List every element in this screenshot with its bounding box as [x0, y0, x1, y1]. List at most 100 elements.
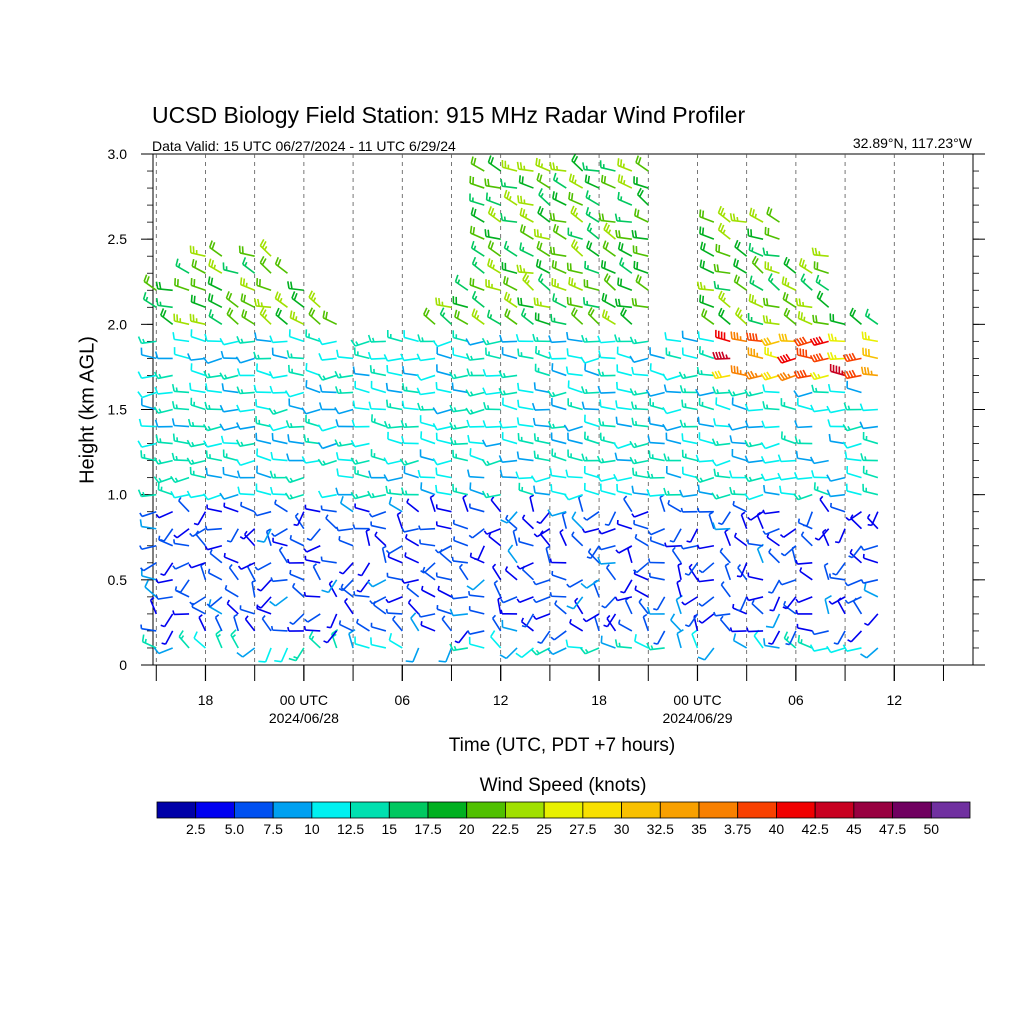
- wind-barb: [667, 499, 682, 513]
- wind-barb: [762, 247, 780, 257]
- wind-barb: [417, 334, 436, 343]
- wind-barb: [765, 613, 781, 629]
- wind-barb: [532, 596, 551, 604]
- wind-barb: [270, 625, 288, 632]
- colorbar-swatch: [388, 801, 429, 819]
- wind-barb: [452, 449, 469, 462]
- colorbar-swatch: [311, 801, 351, 819]
- wind-barb: [388, 496, 403, 513]
- wind-barb: [744, 370, 764, 380]
- wind-barb: [351, 419, 370, 428]
- wind-barb: [287, 626, 304, 632]
- wind-barb: [500, 178, 518, 189]
- wind-barb: [204, 525, 222, 531]
- wind-barb: [354, 466, 370, 479]
- wind-barb: [518, 175, 534, 189]
- wind-barb: [206, 596, 223, 608]
- wind-barb: [631, 230, 649, 240]
- colorbar-label: 40: [769, 821, 785, 837]
- wind-barb: [388, 633, 403, 649]
- wind-barb: [760, 455, 780, 464]
- wind-barb: [533, 450, 551, 462]
- wind-barb: [586, 222, 600, 240]
- wind-barb: [301, 456, 321, 464]
- wind-barb: [387, 552, 403, 564]
- wind-barb: [681, 466, 698, 479]
- wind-barb: [189, 382, 206, 394]
- wind-barb: [547, 509, 567, 517]
- wind-barb: [402, 383, 419, 394]
- wind-barb: [793, 369, 813, 379]
- wind-barb: [517, 399, 534, 411]
- wind-barb: [261, 615, 272, 632]
- wind-barb: [677, 562, 683, 580]
- wind-barb: [173, 313, 190, 326]
- wind-barb: [719, 547, 731, 564]
- x-tick-label: 18: [591, 692, 607, 708]
- wind-barb: [305, 414, 321, 428]
- wind-barb: [713, 418, 731, 428]
- wind-barb: [321, 579, 338, 594]
- wind-barb: [220, 350, 239, 360]
- wind-barb: [420, 482, 436, 496]
- wind-barb: [339, 496, 354, 513]
- wind-barb: [815, 274, 830, 291]
- wind-barb: [153, 371, 173, 380]
- wind-barb: [617, 277, 633, 292]
- wind-barb: [485, 347, 501, 360]
- wind-barb: [744, 439, 764, 448]
- wind-barb: [171, 418, 190, 428]
- wind-barb: [699, 209, 715, 223]
- wind-barb: [385, 399, 403, 411]
- colorbar-swatch: [272, 801, 313, 819]
- wind-barb: [828, 433, 846, 445]
- wind-barb: [230, 629, 239, 649]
- wind-barb: [254, 298, 272, 309]
- wind-barb: [153, 647, 173, 655]
- wind-barb: [734, 307, 748, 325]
- wind-barb: [718, 307, 731, 325]
- wind-barb: [208, 240, 223, 257]
- wind-barb: [190, 397, 206, 411]
- wind-barb: [241, 257, 256, 274]
- wind-barb: [779, 485, 796, 496]
- wind-barb: [719, 615, 731, 632]
- wind-barb: [153, 476, 173, 484]
- wind-barb: [778, 333, 796, 343]
- wind-barb: [284, 390, 305, 398]
- wind-barb: [473, 545, 486, 561]
- wind-barb: [537, 630, 551, 645]
- wind-barb: [581, 334, 600, 343]
- wind-barb: [406, 498, 420, 513]
- wind-barb: [565, 639, 583, 649]
- wind-barb: [237, 486, 255, 496]
- wind-barb: [420, 585, 436, 598]
- x-tick-sublabel: 2024/06/28: [269, 710, 339, 726]
- colorbar-label: 27.5: [569, 821, 596, 837]
- wind-barb: [465, 389, 485, 397]
- wind-barb: [766, 206, 780, 223]
- wind-barb: [777, 454, 796, 463]
- wind-barb: [598, 527, 616, 535]
- wind-barb: [269, 335, 288, 344]
- wind-barb: [538, 188, 551, 206]
- wind-barb: [536, 240, 551, 257]
- wind-barb: [597, 368, 616, 377]
- wind-barb: [142, 292, 157, 308]
- wind-barb: [435, 467, 452, 479]
- wind-barb: [664, 332, 682, 343]
- wind-barb: [549, 592, 567, 598]
- wind-barb: [492, 563, 502, 581]
- wind-barb: [219, 404, 239, 413]
- wind-barb: [600, 260, 616, 274]
- wind-barb: [780, 398, 797, 411]
- wind-barb: [484, 229, 501, 240]
- wind-barb: [344, 597, 354, 615]
- wind-barb: [695, 388, 715, 397]
- colorbar-swatch: [582, 801, 622, 819]
- wind-barb: [516, 451, 534, 462]
- wind-barb: [584, 260, 600, 274]
- wind-barb: [325, 514, 338, 530]
- wind-barb: [812, 314, 829, 326]
- wind-barb: [200, 562, 207, 581]
